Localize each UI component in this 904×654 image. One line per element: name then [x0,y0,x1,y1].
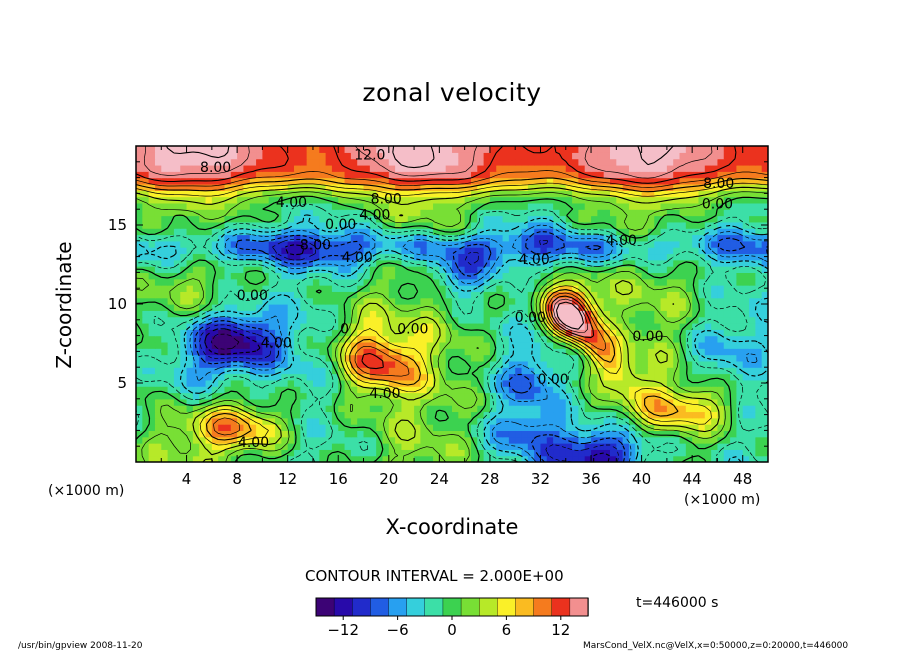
contour-label: 0.00 [632,329,663,345]
contour-label: 4.00 [261,336,292,352]
contour-level [204,244,611,462]
contour-level [199,238,619,462]
contour-label: 0.00 [397,321,428,337]
colorbar-cell [352,597,372,617]
contour-label: 0 [340,321,349,337]
y-tick-label: 15 [108,216,127,234]
x-tick-label: 36 [581,470,600,488]
contour-level [136,191,768,462]
contour-level [136,146,737,370]
contour-lines [136,146,768,462]
contour-level [136,214,768,462]
contour-level [136,177,768,441]
contour-label: 4.00 [342,250,373,266]
colorbar-cell [533,597,553,617]
x-tick-label: 16 [329,470,348,488]
contour-labels: 12.08.008.008.004.004.000.000.004.008.00… [200,147,734,451]
colorbar-tick-label: −12 [327,621,359,639]
x-tick-label: 44 [683,470,702,488]
x-tick-label: 4 [182,470,192,488]
colorbar-cell [497,597,517,617]
x-tick-label: 8 [232,470,242,488]
contour-level [143,146,713,333]
footer-right: MarsCond_VelX.nc@VelX,x=0:50000,z=0:2000… [583,641,849,651]
contour-level [136,186,768,462]
x-axis-label: X-coordinate [385,515,519,539]
contour-level [194,231,768,462]
colorbar-cell [442,597,462,617]
contour-level [211,333,240,350]
contour-label: 4.00 [238,435,269,451]
colorbar-cell [333,597,353,617]
x-tick-label: 40 [632,470,651,488]
contour-label: 0.00 [325,217,356,233]
colorbar-cell [515,597,535,617]
contour-label: 8.00 [703,176,734,192]
colorbar-tick-label: 12 [551,621,570,639]
y-axis-ticks: 5 10 15 [108,161,768,447]
colorbar-cell [551,597,571,617]
contour-label: 0.00 [237,288,268,304]
contour-label: 0.00 [702,196,733,212]
contour-level [166,146,674,330]
colorbar-cell [424,597,444,617]
contour-label: 4.00 [359,208,390,224]
chart-title: zonal velocity [362,78,542,107]
x-tick-label: 32 [531,470,550,488]
contour-label: 4.00 [606,233,637,249]
x-unit-right: (×1000 m) [684,492,761,508]
colorbar-cell [479,597,499,617]
contour-label: 8.00 [371,192,402,208]
colorbar-cell [370,597,390,617]
x-tick-label: 12 [278,470,297,488]
x-tick-label: 20 [379,470,398,488]
contour-level [189,224,768,462]
colorbar-cell [406,597,426,617]
y-axis-label: Z-coordinate [52,241,76,369]
x-axis-ticks: 4 8 12 16 20 24 28 32 36 40 44 48 [160,146,752,488]
contour-level [136,195,768,462]
colorbar-tick-label: 6 [502,621,512,639]
x-unit-left: (×1000 m) [48,483,125,499]
contour-interval-label: CONTOUR INTERVAL = 2.000E+00 [305,567,564,585]
y-tick-label: 5 [117,374,127,392]
colorbar-tick-label: −6 [387,621,409,639]
contour-label: 8.00 [200,160,231,176]
contour-label: 12.0 [354,147,385,163]
footer-left: /usr/bin/gpview 2008-11-20 [18,641,143,651]
x-tick-label: 28 [480,470,499,488]
x-tick-label: 24 [430,470,449,488]
contour-label: 0.00 [538,372,569,388]
colorbar-tick-label: 0 [447,621,457,639]
contour-label: 8.00 [300,238,331,254]
contour-label: 0.00 [515,310,546,326]
colorbar-cell [315,597,335,617]
colorbar-cell [388,597,408,617]
colorbar-cell [569,597,589,617]
contour-label: 4.00 [276,195,307,211]
colorbar-cell [460,597,480,617]
contour-label: 4.00 [519,252,550,268]
contour-level [136,182,768,446]
y-tick-label: 10 [108,295,127,313]
contour-label: 4.00 [369,386,400,402]
time-label: t=446000 s [636,595,719,611]
colorbar: −12 −6 0 6 12 [315,597,589,639]
heatmap-field [136,146,768,462]
contour-level [136,170,768,436]
x-tick-label: 48 [733,470,752,488]
